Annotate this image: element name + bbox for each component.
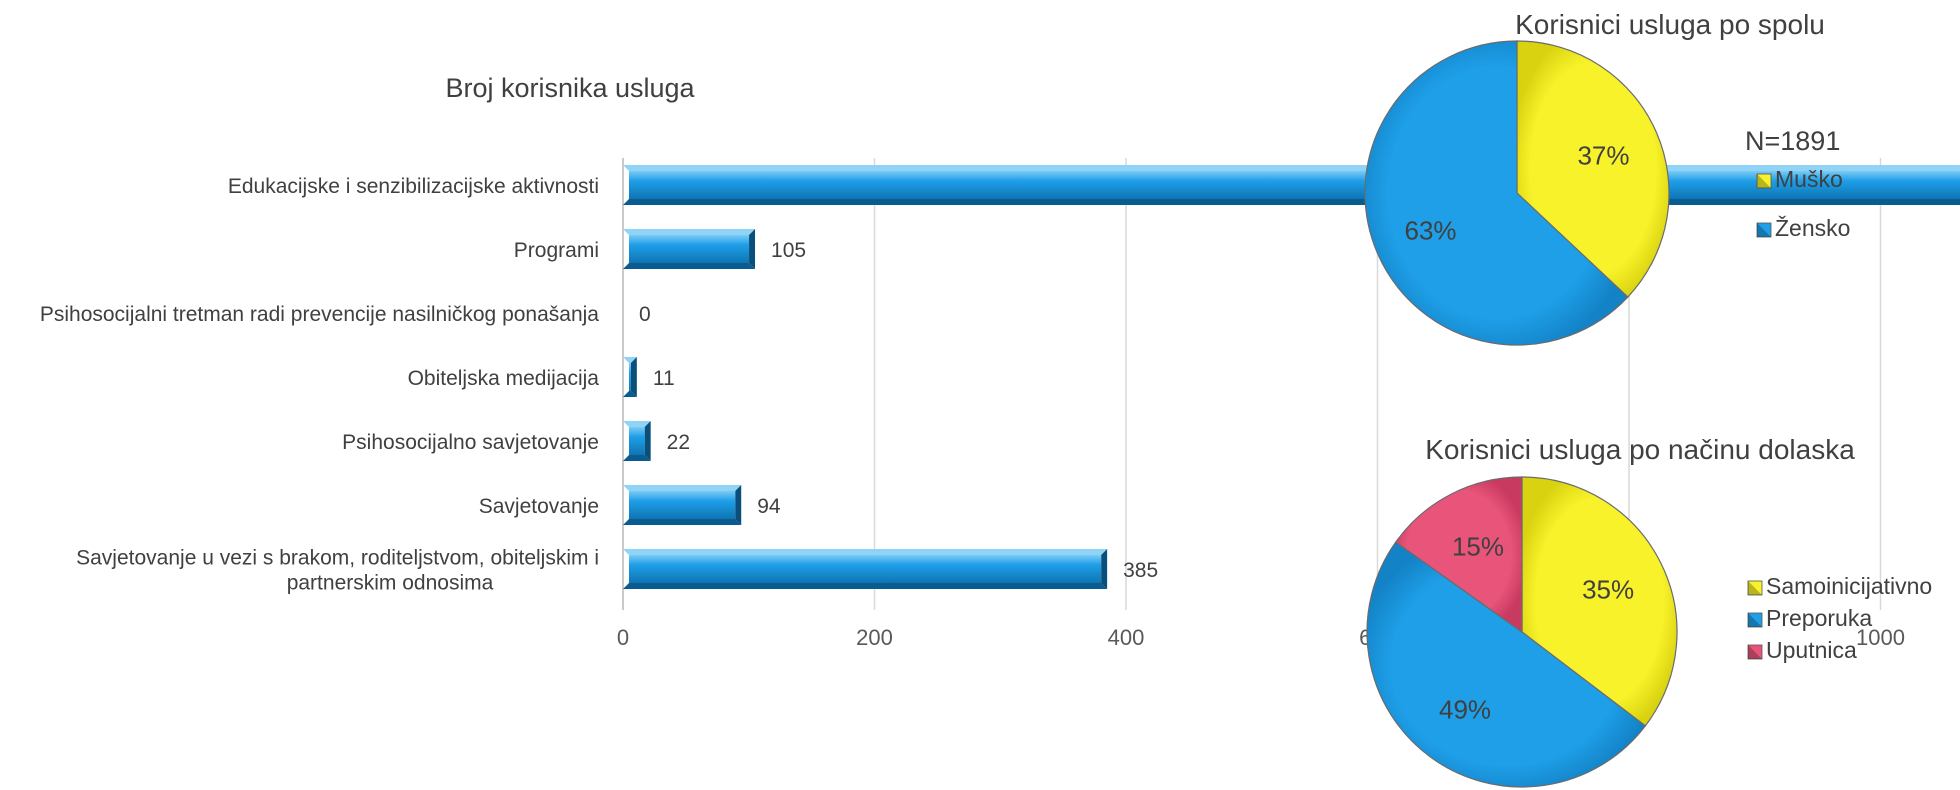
tick-label-400: 400 — [1108, 625, 1145, 650]
legend-item-zensko: Žensko — [1756, 215, 1850, 241]
pie-gender-slices — [1364, 40, 1670, 346]
pie-data-label-musko: 37% — [1577, 141, 1629, 171]
legend-swatch-zensko — [1756, 222, 1772, 238]
legend-swatch-preporuka — [1747, 612, 1763, 628]
category-label-edukacijske-i-senzibilizacijske-aktivnos: Edukacijske i senzibilizacijske aktivnos… — [228, 175, 599, 198]
bar-psihosocijalno-savjetovanje — [623, 421, 651, 461]
bar-value-label: 105 — [771, 239, 806, 262]
category-label-obiteljska-medijacija: Obiteljska medijacija — [408, 367, 600, 390]
bar-savjetovanje-u-vezi-s-brakom-roditeljstv — [623, 549, 1108, 589]
pie-slice-musko — [1516, 40, 1670, 298]
bar-category-labels: Edukacijske i senzibilizacijske aktivnos… — [40, 175, 599, 595]
category-label-programi: Programi — [514, 239, 599, 262]
legend-label-preporuka: Preporuka — [1766, 605, 1872, 631]
pie-data-label-preporuka: 49% — [1439, 694, 1491, 724]
bar-chart-title: Broj korisnika usluga — [445, 73, 695, 103]
bar-value-label: 22 — [667, 431, 690, 454]
pie-arrival-legend: Samoinicijativno Preporuka Uputnica — [1747, 573, 1932, 663]
legend-item-preporuka: Preporuka — [1747, 605, 1872, 631]
pie-arrival-slices — [1366, 476, 1678, 788]
bar-value-label: 0 — [639, 303, 651, 326]
pie-data-label-uputnica: 15% — [1452, 532, 1504, 562]
pie-data-label-samoinicijativno: 35% — [1582, 574, 1634, 604]
tick-label-200: 200 — [856, 625, 893, 650]
legend-label-zensko: Žensko — [1775, 215, 1850, 241]
pie-gender-note: N=1891 — [1745, 126, 1840, 156]
bar-obiteljska-medijacija — [623, 357, 637, 397]
legend-swatch-samoinicijativno — [1747, 580, 1763, 596]
bar-value-labels: 12741050112294385 — [639, 239, 1158, 582]
pie-gender-title: Korisnici usluga po spolu — [1515, 9, 1825, 40]
bar-chart: Broj korisnika usluga Edukacijske i senz… — [40, 73, 1960, 650]
legend-swatch-musko — [1756, 173, 1772, 189]
pie-chart-gender: Korisnici usluga po spolu 37%63% N=1891 … — [1364, 9, 1850, 346]
bar-value-label: 11 — [653, 367, 675, 390]
bar-value-label: 385 — [1123, 559, 1158, 582]
bar-savjetovanje — [623, 485, 742, 525]
pie-data-label-zensko: 63% — [1404, 215, 1456, 245]
pie-slice-samoinicijativno — [1521, 476, 1678, 727]
legend-label-musko: Muško — [1775, 166, 1843, 192]
category-label-savjetovanje-u-vezi-s-brakom-roditeljstv: Savjetovanje u vezi s brakom, roditeljst… — [76, 547, 599, 595]
tick-label-1000: 1000 — [1856, 625, 1905, 650]
pie-gender-legend: Muško Žensko — [1756, 166, 1850, 241]
bar-value-label: 94 — [757, 495, 781, 518]
legend-swatch-uputnica — [1747, 644, 1763, 660]
pie-chart-arrival: Korisnici usluga po načinu dolaska 35% 49… — [1366, 434, 1932, 788]
legend-item-musko: Muško — [1756, 166, 1843, 192]
bar-programi — [623, 229, 756, 269]
pie-arrival-data-labels: 35% 49% 15% — [1439, 532, 1634, 725]
pie-slice-preporuka — [1366, 541, 1647, 788]
legend-label-samoinicijativno: Samoinicijativno — [1766, 573, 1932, 599]
pie-gender-data-labels: 37% 63% — [1404, 141, 1629, 246]
legend-label-uputnica: Uputnica — [1766, 637, 1857, 663]
legend-item-samoinicijativno: Samoinicijativno — [1747, 573, 1932, 599]
pie-arrival-title: Korisnici usluga po načinu dolaska — [1425, 434, 1855, 465]
legend-item-uputnica: Uputnica — [1747, 637, 1857, 663]
pie-slice-zensko — [1364, 40, 1629, 346]
category-label-psihosocijalni-tretman-radi-prevencije-n: Psihosocijalni tretman radi prevencije n… — [40, 303, 599, 326]
pie-slice-uputnica — [1394, 476, 1523, 634]
category-label-savjetovanje: Savjetovanje — [479, 495, 599, 518]
tick-label-0: 0 — [617, 625, 629, 650]
category-label-psihosocijalno-savjetovanje: Psihosocijalno savjetovanje — [342, 431, 599, 454]
